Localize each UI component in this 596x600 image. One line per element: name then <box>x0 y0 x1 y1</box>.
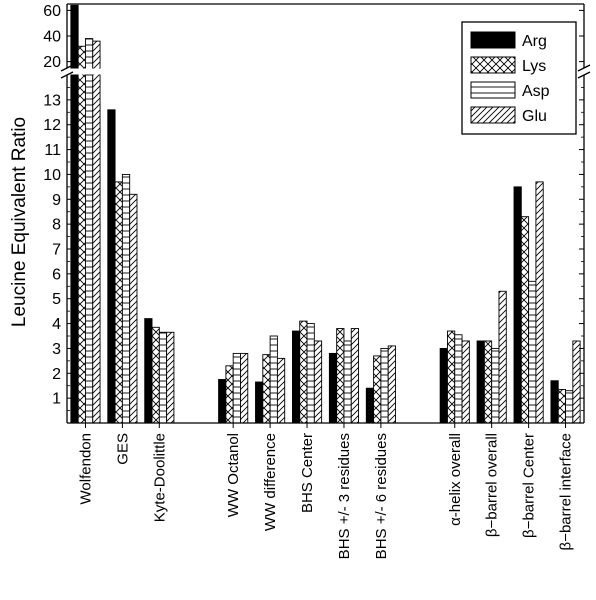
bar-asp-10 <box>454 334 463 424</box>
break-mark <box>577 71 591 79</box>
bar-lys-13 <box>557 388 566 424</box>
break-mark <box>60 64 74 72</box>
bar-glu-5 <box>276 357 286 424</box>
y-tick-label: 7 <box>52 242 61 259</box>
bar-glu-10 <box>461 340 470 424</box>
bar-arg-1 <box>107 109 116 424</box>
y-tick-label: 13 <box>43 92 61 109</box>
legend-swatch-arg <box>470 31 516 49</box>
x-category-label: β−barrel Center <box>521 433 538 538</box>
y-tick-label: 11 <box>44 142 61 159</box>
bar-arg-10 <box>439 347 448 424</box>
bar-lys-0 <box>77 45 86 424</box>
break-mark <box>60 71 74 79</box>
y-tick-label: 3 <box>52 341 61 358</box>
legend-swatch-glu <box>470 106 516 124</box>
bar-glu-12 <box>535 181 544 424</box>
legend-swatch-lys <box>470 56 516 74</box>
y-axis-title: Leucine Equivalent Ratio <box>9 117 30 327</box>
bar-lys-2 <box>151 326 160 424</box>
break-mark <box>577 64 591 72</box>
bar-glu-1 <box>129 193 138 424</box>
y-tick-label: 10 <box>43 167 61 184</box>
y-tick-label: 2 <box>52 366 61 383</box>
legend-swatch-asp <box>470 81 516 99</box>
y-tick-label: 8 <box>52 217 61 234</box>
y-tick-label: 6 <box>52 266 61 283</box>
bar-lys-4 <box>225 365 234 424</box>
bar-arg-6 <box>291 330 301 424</box>
legend-label-lys: Lys <box>522 58 546 75</box>
x-category-label: GES <box>114 433 131 465</box>
bar-asp-7 <box>343 340 352 424</box>
bar-asp-6 <box>306 323 315 424</box>
bar-glu-0 <box>92 40 101 424</box>
legend-label-arg: Arg <box>522 33 547 50</box>
bar-lys-8 <box>373 355 382 424</box>
x-category-label: BHS +/- 6 residues <box>373 433 390 559</box>
bar-arg-5 <box>255 381 264 424</box>
bar-asp-5 <box>269 335 278 424</box>
bar-lys-5 <box>262 354 271 424</box>
y-tick-label: 9 <box>52 192 61 209</box>
axes-layer <box>60 3 591 428</box>
bar-arg-4 <box>218 379 227 424</box>
bar-arg-0 <box>70 4 79 424</box>
bar-asp-13 <box>565 390 574 424</box>
bar-arg-12 <box>513 186 522 424</box>
bar-lys-1 <box>114 181 123 424</box>
x-category-label: β−barrel overall <box>484 433 501 537</box>
bar-arg-13 <box>550 380 559 424</box>
bar-asp-4 <box>232 352 241 424</box>
bar-arg-11 <box>476 340 485 424</box>
y-tick-label: 4 <box>52 316 61 333</box>
x-category-label: BHS +/- 3 residues <box>336 433 353 559</box>
bar-glu-4 <box>240 352 249 424</box>
y-tick-label: 60 <box>43 3 61 20</box>
x-category-label: α-helix overall <box>447 433 464 526</box>
legend-label-asp: Asp <box>522 83 550 100</box>
bar-lys-12 <box>520 216 530 424</box>
bar-lys-6 <box>299 320 308 424</box>
bar-asp-11 <box>491 347 500 424</box>
legend: Arg Lys Asp Glu <box>461 21 577 135</box>
bar-glu-11 <box>498 290 507 424</box>
bar-asp-0 <box>85 38 94 424</box>
bar-arg-7 <box>328 352 338 424</box>
x-category-label: Kyte-Doolittle <box>151 433 168 522</box>
bars-layer <box>59 4 592 424</box>
x-category-label: WW Octanol <box>225 433 242 517</box>
bar-asp-12 <box>528 280 537 424</box>
bar-asp-8 <box>380 347 389 424</box>
bar-arg-8 <box>365 387 375 424</box>
bar-glu-7 <box>350 328 360 424</box>
legend-label-glu: Glu <box>522 108 547 125</box>
bar-asp-2 <box>158 331 168 424</box>
x-category-label: WW difference <box>262 433 279 531</box>
x-category-label: BHS Center <box>299 433 316 513</box>
bar-lys-11 <box>483 340 493 424</box>
y-tick-label: 5 <box>52 291 61 308</box>
x-category-label: Wolfendon <box>78 433 95 504</box>
y-tick-label: 40 <box>43 29 61 46</box>
bar-lys-7 <box>336 328 345 424</box>
y-tick-label: 12 <box>43 117 61 134</box>
bar-glu-2 <box>166 331 175 424</box>
bar-glu-6 <box>313 340 323 424</box>
bar-arg-2 <box>144 318 153 424</box>
bar-glu-13 <box>572 340 581 424</box>
bar-lys-10 <box>447 330 456 424</box>
x-category-label: β−barrel interface <box>558 433 575 550</box>
bar-asp-1 <box>121 173 131 424</box>
bar-glu-8 <box>387 345 396 424</box>
y-tick-label: 20 <box>43 54 61 71</box>
axis-break-band <box>59 68 592 75</box>
y-tick-label: 1 <box>52 391 61 408</box>
